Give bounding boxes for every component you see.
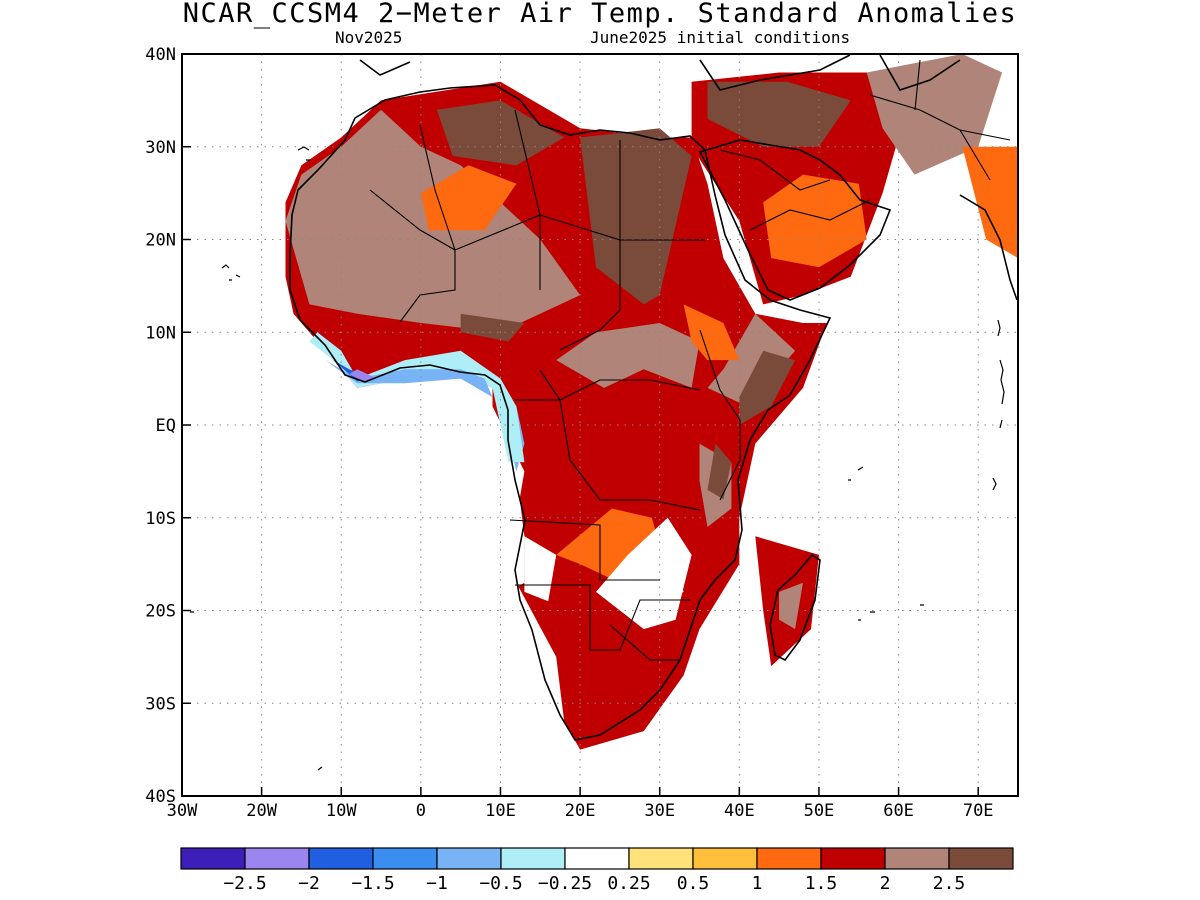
island <box>297 146 310 161</box>
anomaly-region <box>580 128 692 305</box>
colorbar-swatch <box>372 847 438 870</box>
anomaly-region <box>500 471 525 592</box>
country-borders <box>369 59 1011 661</box>
border-line <box>699 329 741 501</box>
lat-tick-label: 10N <box>145 323 176 343</box>
anomaly-region <box>707 81 851 147</box>
lon-tick-label: 20W <box>246 801 277 821</box>
madagascar-coastline <box>769 553 821 662</box>
anomaly-region <box>763 174 867 268</box>
lon-tick-label: 70E <box>963 801 994 821</box>
colorbar-swatch <box>884 847 950 870</box>
border-line <box>869 59 1011 181</box>
colorbar-label: −0.25 <box>538 873 592 894</box>
colorbar-swatch <box>692 847 758 870</box>
anomaly-region <box>962 146 1018 259</box>
anomaly-region <box>309 332 525 463</box>
island <box>848 466 997 491</box>
lat-tick-label: 10S <box>145 509 176 529</box>
lat-tick-label: 20S <box>145 602 176 622</box>
lat-tick-label: 30N <box>145 138 176 158</box>
arabia-coastline <box>698 139 892 301</box>
border-line <box>515 584 690 651</box>
border-line <box>369 189 456 323</box>
lon-tick-label: 30W <box>167 801 198 821</box>
anomaly-region <box>779 582 803 630</box>
lat-tick-label: EQ <box>156 416 176 436</box>
lon-tick-label: 30E <box>644 801 675 821</box>
colorbar-swatch <box>500 847 566 870</box>
initial-conditions: June2025 initial conditions <box>590 28 851 47</box>
colorbar-label: 1.5 <box>805 873 838 894</box>
island-outlines <box>190 146 1005 771</box>
lat-tick-label: 40N <box>145 45 176 65</box>
colorbar-label: −1.5 <box>351 873 394 894</box>
colorbar-swatch <box>948 847 1014 870</box>
lon-tick-label: 10W <box>326 801 357 821</box>
lon-tick-label: 20E <box>565 801 596 821</box>
anomaly-region <box>556 323 700 388</box>
lon-tick-label: 60E <box>883 801 914 821</box>
island <box>858 604 924 621</box>
india-coastline <box>959 194 1018 301</box>
border-line <box>609 624 680 661</box>
lon-tick-label: 40E <box>724 801 755 821</box>
anomaly-shading <box>285 54 1018 750</box>
lon-tick-label: 10E <box>485 801 516 821</box>
border-line <box>419 124 456 251</box>
anomaly-region <box>707 443 732 500</box>
lat-tick-label: 40S <box>145 787 176 807</box>
border-line <box>509 519 660 581</box>
anomaly-region <box>707 313 796 407</box>
anomaly-region <box>436 100 565 166</box>
colorbar-swatch <box>564 847 630 870</box>
anomaly-region <box>460 313 525 342</box>
coastlines <box>289 54 1018 741</box>
island <box>997 319 1005 429</box>
africa-coastline <box>289 84 832 741</box>
border-line <box>539 214 621 351</box>
anomaly-region <box>349 369 378 383</box>
anomaly-region <box>739 350 796 425</box>
colorbar-label: 0.25 <box>607 873 650 894</box>
colorbar-swatch <box>308 847 374 870</box>
colorbar-label: −1 <box>426 873 448 894</box>
colorbar-swatch <box>756 847 822 870</box>
colorbar-swatch <box>180 847 246 870</box>
border-line <box>514 109 705 241</box>
colorbar-swatch <box>820 847 886 870</box>
colorbar-label: −2 <box>298 873 320 894</box>
border-line <box>539 369 701 401</box>
anomaly-region <box>611 545 684 611</box>
colorbar-swatch <box>244 847 310 870</box>
anomaly-region <box>683 304 740 361</box>
colorbar-label: 0.5 <box>677 873 710 894</box>
colorbar-label: −2.5 <box>223 873 266 894</box>
colorbar-label: −0.5 <box>479 873 522 894</box>
anomaly-region <box>420 165 517 231</box>
colorbar-label: 2.5 <box>933 873 966 894</box>
colorbar-swatch <box>436 847 502 870</box>
island <box>190 611 323 771</box>
border-line <box>719 149 871 231</box>
mediterranean-north-coast <box>359 54 961 91</box>
colorbar-label: 1 <box>752 873 763 894</box>
chart-title: NCAR_CCSM4 2−Meter Air Temp. Standard An… <box>182 0 1018 29</box>
colorbar-swatch <box>628 847 694 870</box>
border-line <box>515 399 701 511</box>
colorbar: −2.5 −2 −1.5 −1 −0.5 −0.25 0.25 0.5 1 1.5 2 2.5 <box>180 847 1014 894</box>
axis-ticks: 30W 20W 10W 0 10E 20E 30E 40E 50E 60E 70E 40N 30N 20N… <box>145 45 993 821</box>
lat-tick-label: 30S <box>145 694 176 714</box>
colorbar-label: 2 <box>880 873 891 894</box>
island <box>221 264 241 281</box>
lon-tick-label: 50E <box>804 801 835 821</box>
forecast-month: Nov2025 <box>335 28 403 47</box>
lat-tick-label: 20N <box>145 231 176 251</box>
lon-tick-label: 0 <box>416 801 426 821</box>
